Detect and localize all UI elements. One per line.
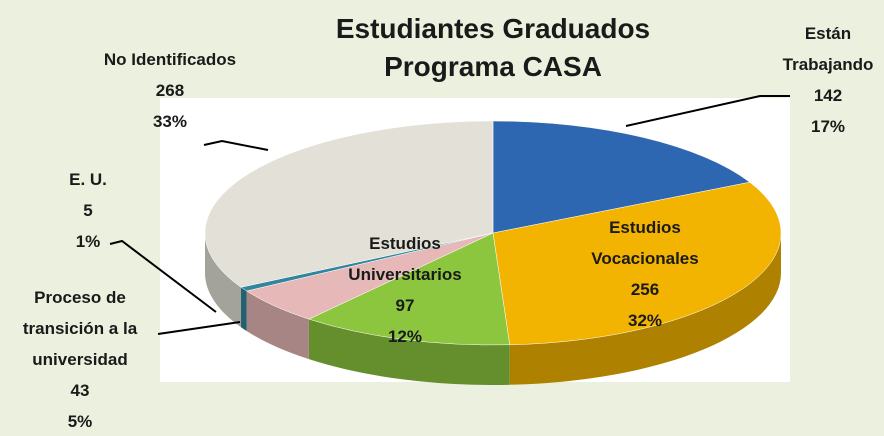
chart-title: Estudiantes Graduados Programa CASA (335, 13, 651, 82)
slice-label: Proceso de transición a la universidad 43… (23, 282, 137, 436)
slice-percent: 1% (75, 232, 101, 251)
slice (204, 120, 494, 288)
slice-category: Estudios Universitarios (348, 234, 462, 284)
slice-label: Estudios Universitarios 97 12% (348, 228, 461, 352)
slice-value: 97 (395, 296, 415, 315)
leader-line (625, 95, 790, 127)
slice-value: 142 (813, 86, 843, 105)
leader-line (109, 239, 217, 313)
slice-value: 43 (70, 381, 90, 400)
slice-percent: 5% (67, 412, 93, 431)
slice (492, 181, 782, 346)
slice-percent: 33% (152, 112, 188, 131)
slice (308, 232, 511, 346)
slice-label: No Identificados 268 33% (104, 44, 236, 137)
leader-lines (109, 95, 790, 335)
slice-side (241, 287, 247, 331)
slice-category: E. U. (69, 170, 107, 189)
slice-percent: 32% (627, 311, 663, 330)
leader-line (203, 139, 269, 151)
slice-category: Proceso de transición a la universidad (22, 288, 138, 369)
slice-category: Están Trabajando (782, 24, 874, 74)
slice (492, 120, 751, 234)
slice-percent: 17% (810, 117, 846, 136)
slice-category: No Identificados (103, 50, 237, 69)
slice-label: Están Trabajando 142 17% (783, 18, 874, 142)
slice-side (205, 233, 242, 328)
slice-percent: 12% (387, 327, 423, 346)
slice-label: Estudios Vocacionales 256 32% (591, 212, 698, 336)
slice-side (509, 233, 781, 385)
slice-value: 268 (155, 81, 185, 100)
leader-line (157, 321, 241, 335)
slice-category: Estudios Vocacionales (591, 218, 699, 268)
slice-side (308, 319, 510, 385)
slice-side (246, 290, 309, 360)
slice-label: E. U. 5 1% (69, 164, 107, 257)
slice-value: 5 (83, 201, 93, 220)
slice-value: 256 (630, 280, 660, 299)
